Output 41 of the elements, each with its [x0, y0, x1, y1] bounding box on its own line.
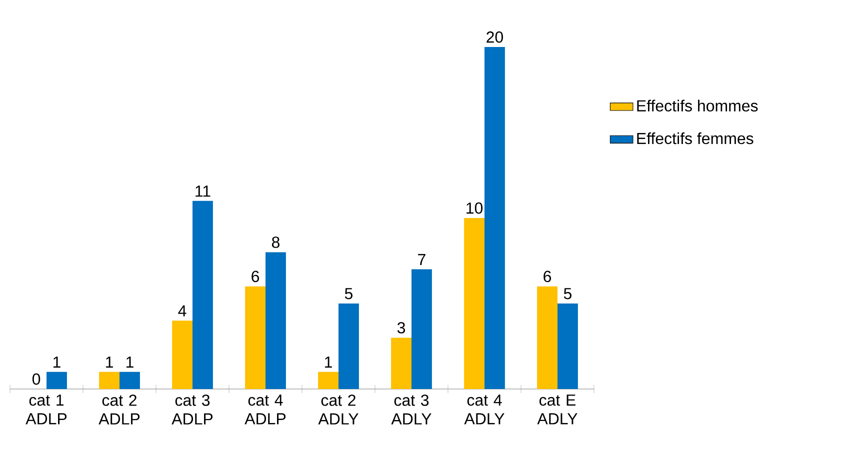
bar [245, 286, 266, 389]
data-label: 4 [178, 305, 186, 316]
bar [411, 269, 432, 389]
bar [172, 320, 192, 389]
data-label: 6 [544, 270, 552, 282]
legend-label: Effectifs hommes [637, 100, 758, 112]
x-tick-label: cat E ADLY [537, 394, 578, 424]
bar [464, 218, 484, 389]
data-label: 10 [466, 202, 483, 214]
bar [99, 372, 120, 389]
data-label: 1 [106, 356, 113, 368]
data-label: 1 [325, 356, 332, 368]
data-label: 1 [126, 356, 134, 368]
bar [557, 303, 578, 389]
x-tick-label: cat 1 ADLP [26, 394, 67, 424]
x-tick-label: cat 4 ADLY [464, 394, 504, 424]
data-label: 11 [196, 186, 210, 197]
data-label: 20 [486, 31, 503, 43]
data-label: 6 [252, 270, 260, 282]
x-tick-label: cat 3 ADLY [391, 394, 432, 424]
bar [391, 338, 412, 389]
data-label: 5 [344, 288, 352, 300]
data-label: 1 [53, 356, 60, 368]
data-label: 8 [272, 236, 280, 248]
bar [484, 47, 505, 389]
bar [318, 372, 338, 389]
bar [338, 303, 359, 389]
legend-label: Effectifs femmes [637, 132, 754, 144]
data-label: 0 [32, 373, 40, 385]
data-label: 7 [418, 254, 426, 266]
data-label: 3 [397, 322, 406, 334]
x-tick-label: cat 2 ADLY [318, 394, 358, 424]
bar [192, 200, 213, 389]
bar [46, 372, 67, 389]
x-tick-label: cat 3 ADLP [172, 394, 213, 424]
bar [266, 252, 286, 389]
bar [537, 286, 558, 389]
x-tick-label: cat 2 ADLP [98, 394, 140, 424]
bar [120, 372, 140, 389]
x-tick-label: cat 4 ADLP [244, 394, 286, 424]
data-label: 5 [564, 288, 572, 300]
